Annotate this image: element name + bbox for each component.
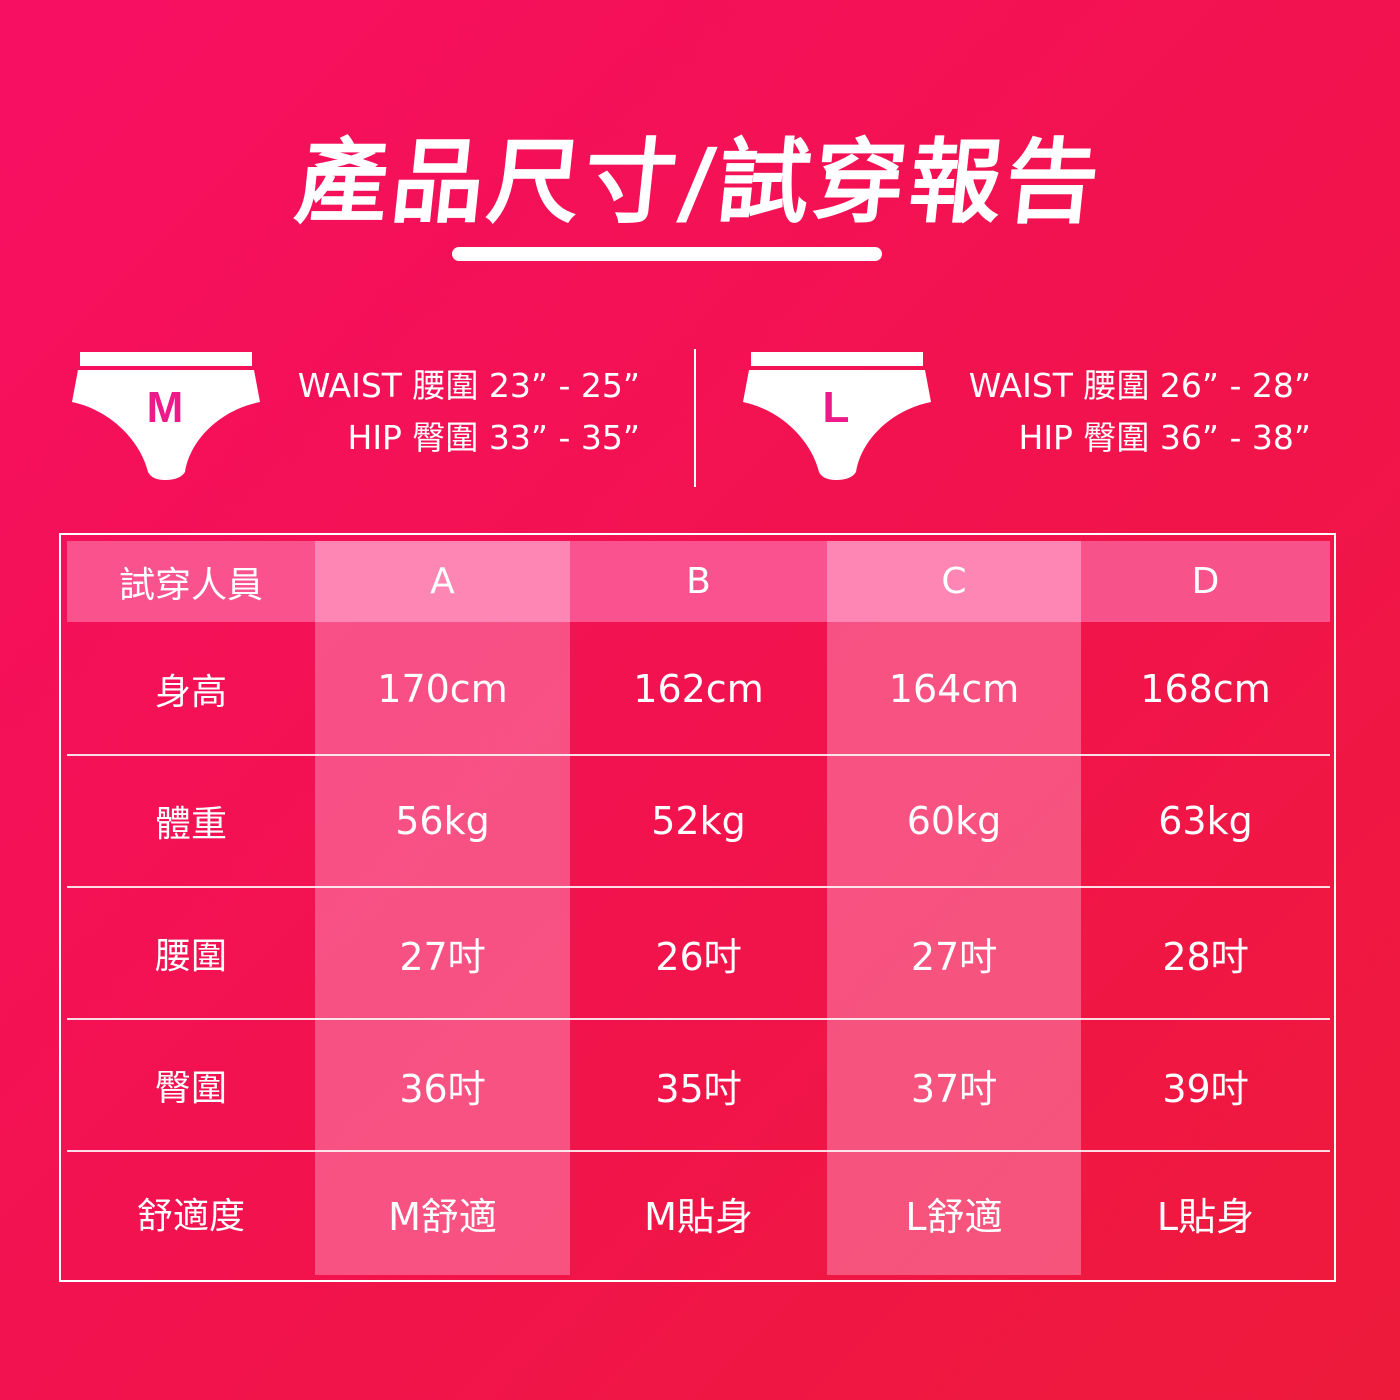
table-cell: 36吋 (399, 1066, 486, 1111)
size-l-block: L WAIST 腰圍 26” - 28” HIP 臀圍 36” - 38” (741, 350, 1341, 490)
table-cell: 52kg (651, 799, 746, 843)
hip-range: HIP 臀圍 36” - 38” (1018, 418, 1312, 457)
title-underline (452, 247, 882, 261)
row-label: 腰圍 (154, 936, 227, 977)
row-divider (67, 1018, 1330, 1020)
header-cell: A (315, 541, 570, 622)
row-label: 體重 (154, 804, 227, 845)
table-cell: 26吋 (655, 934, 742, 979)
row-label: 臀圍 (154, 1068, 227, 1109)
table-cell: L舒適 (905, 1194, 1003, 1239)
page-title: 產品尺寸/試穿報告 (290, 128, 1108, 236)
header-cell: 試穿人員 (67, 541, 315, 622)
size-letter: L (823, 383, 850, 432)
table-cell: 37吋 (910, 1066, 998, 1111)
header-cell: C (827, 541, 1081, 622)
size-m-block: M WAIST 腰圍 23” - 25” HIP 臀圍 33” - 35” (70, 350, 670, 490)
table-cell: 27吋 (399, 934, 486, 979)
table-cell: M舒適 (388, 1194, 497, 1239)
table-cell: 170cm (377, 666, 508, 711)
underwear-icon: L (743, 352, 931, 480)
table-cell: 35吋 (655, 1066, 742, 1111)
waist-range: WAIST 腰圍 26” - 28” (968, 366, 1311, 405)
row-label: 身高 (154, 671, 227, 713)
table-cell: 56kg (395, 799, 490, 843)
size-letter: M (147, 383, 184, 432)
table-cell: 164cm (888, 666, 1020, 711)
hip-range: HIP 臀圍 33” - 35” (347, 418, 641, 457)
row-label: 舒適度 (136, 1196, 245, 1237)
fitting-table (59, 533, 1336, 1282)
table-cell: 168cm (1140, 666, 1271, 711)
table-cell: 39吋 (1162, 1066, 1249, 1111)
underwear-icon: M (72, 352, 260, 480)
table-cell: 162cm (633, 666, 764, 711)
table-cell: L貼身 (1156, 1194, 1255, 1239)
waist-range: WAIST 腰圍 23” - 25” (297, 366, 640, 405)
column-highlight (315, 622, 570, 1275)
row-divider (67, 886, 1330, 888)
table-cell: 27吋 (910, 934, 998, 979)
row-divider (67, 1150, 1330, 1152)
table-cell: 28吋 (1162, 934, 1249, 979)
header-cell: B (570, 541, 827, 622)
divider (694, 349, 696, 487)
table-cell: 63kg (1158, 799, 1253, 843)
table-cell: M貼身 (644, 1194, 753, 1239)
header-cell: D (1081, 541, 1330, 622)
row-divider (67, 754, 1330, 756)
table-cell: 60kg (906, 799, 1002, 843)
column-highlight (827, 622, 1081, 1275)
